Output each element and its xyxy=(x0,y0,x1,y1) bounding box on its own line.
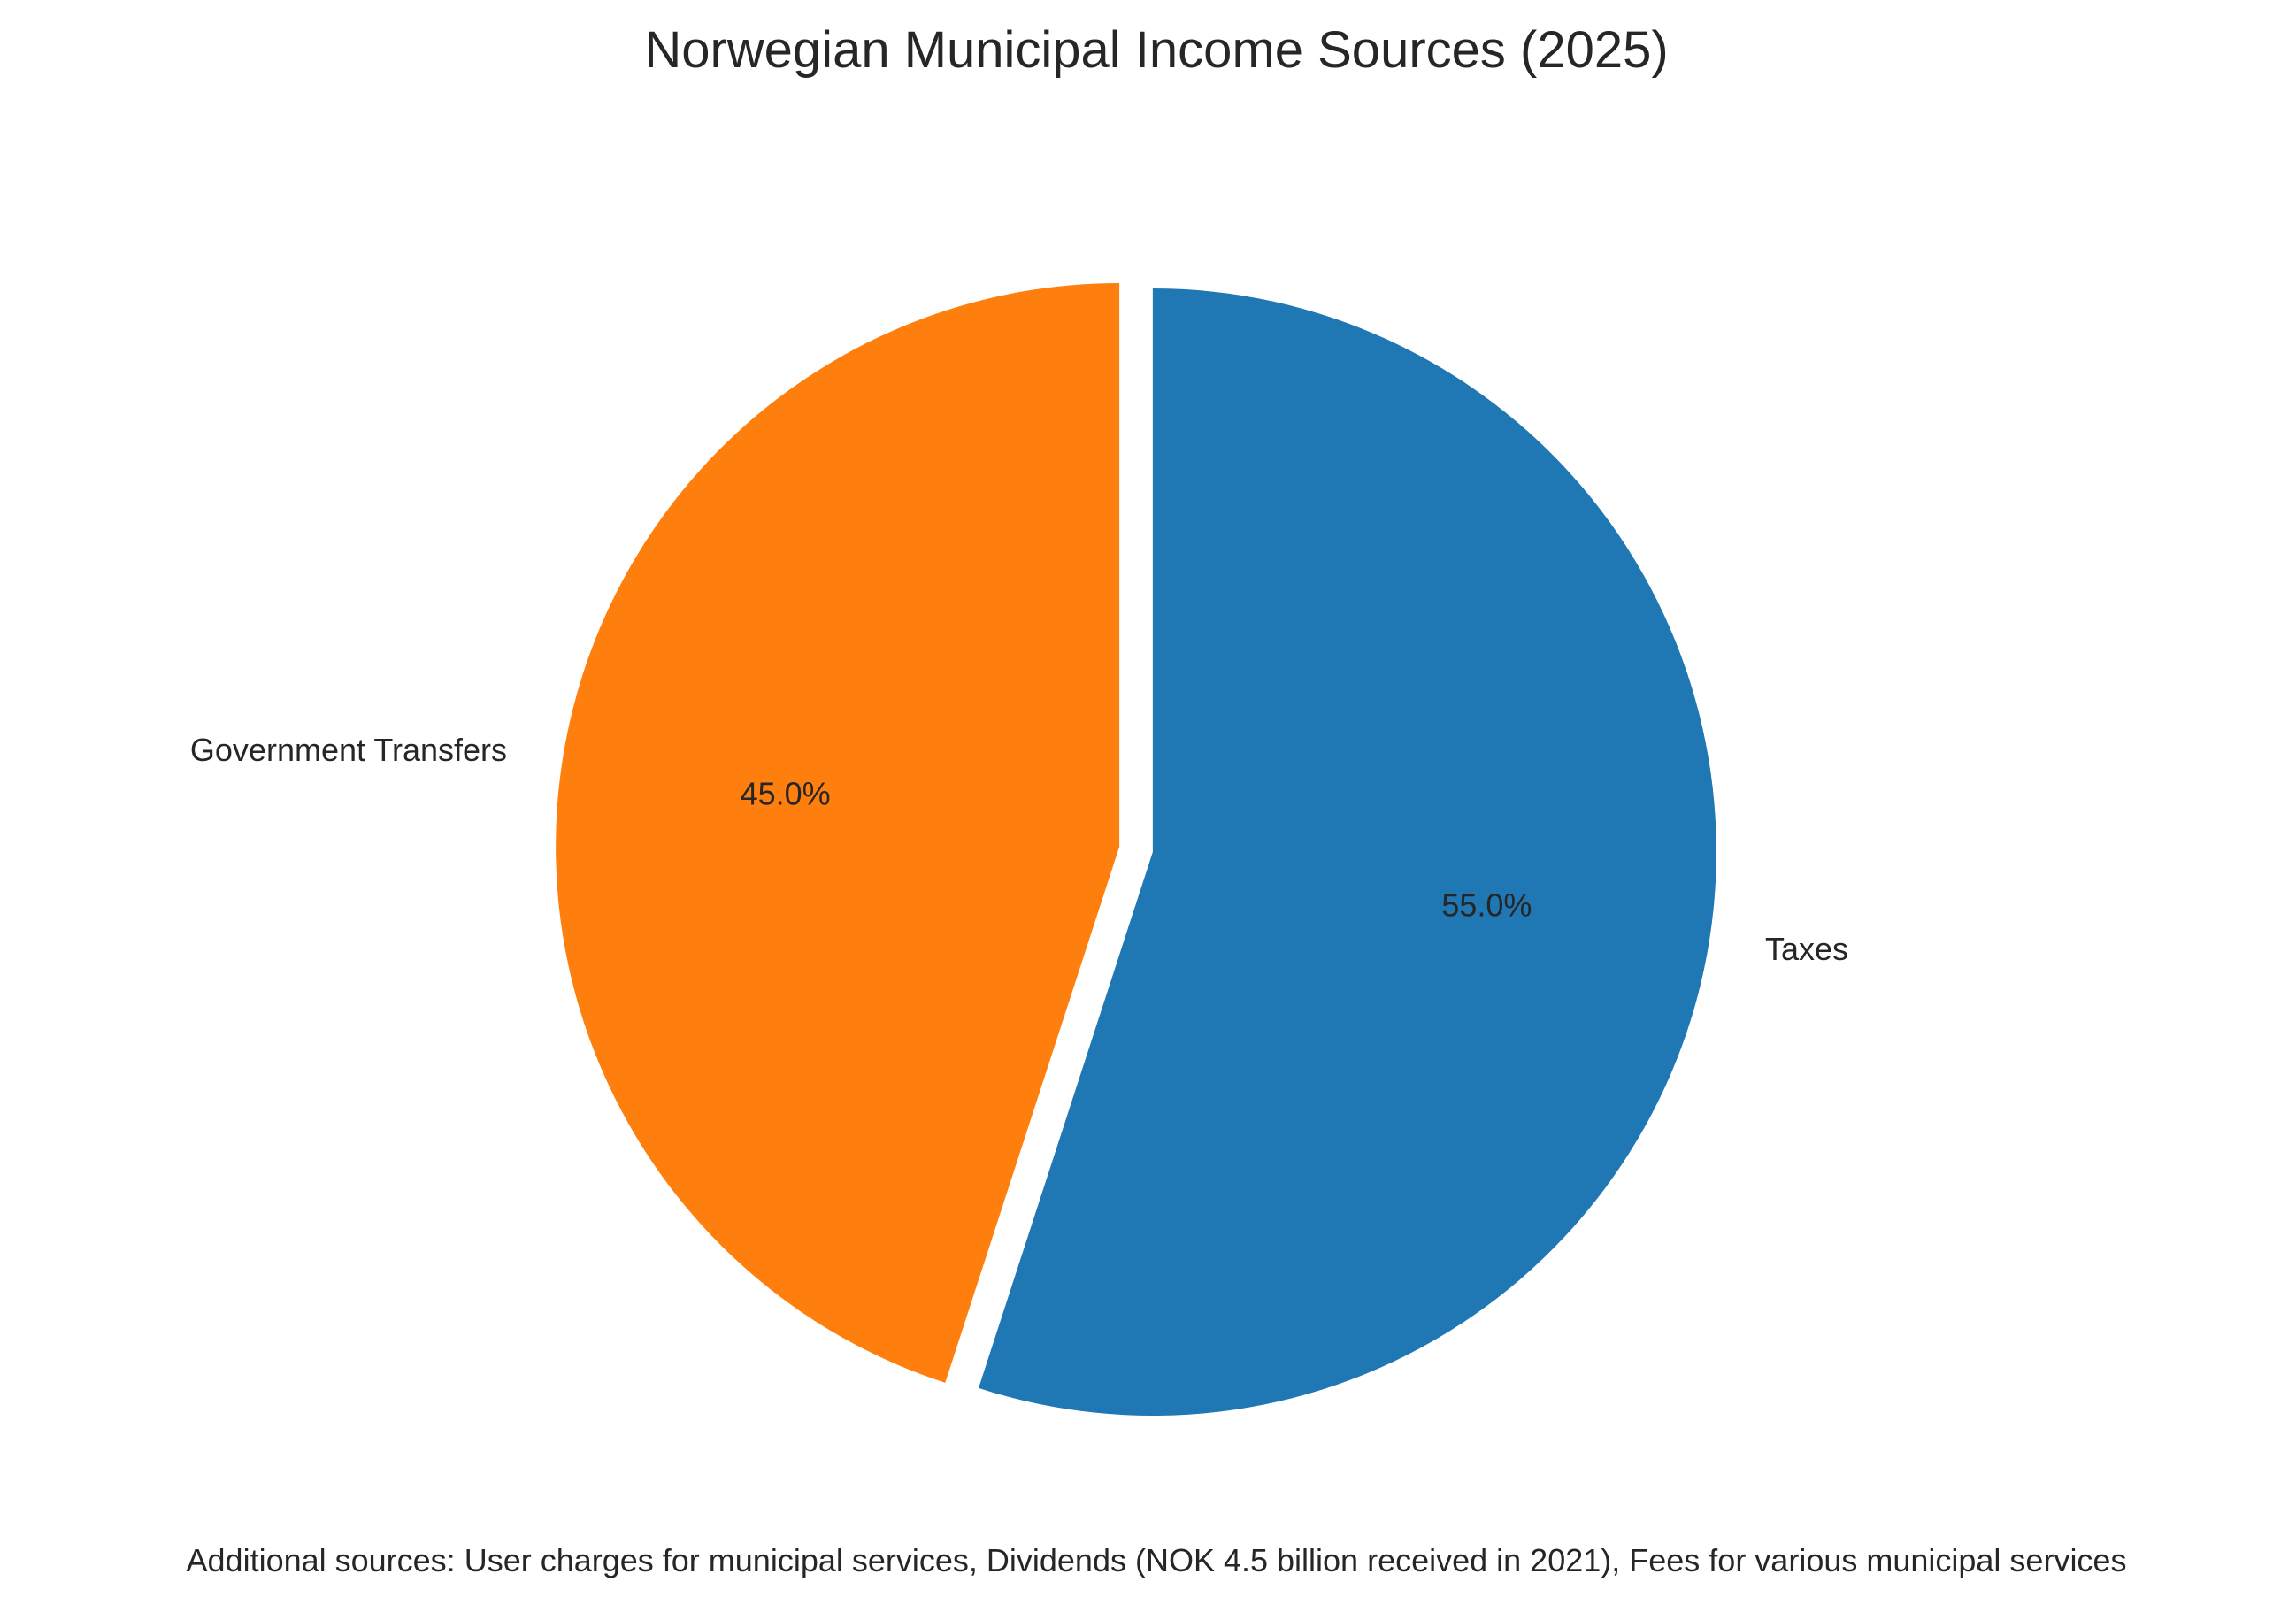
pie-slice-taxes xyxy=(979,288,1716,1416)
pie-percent-label: 45.0% xyxy=(741,776,831,812)
additional-sources-note: Additional sources: User charges for mun… xyxy=(187,1542,2127,1578)
pie-labels: 55.0% Taxes 45.0% Government Transfers xyxy=(190,732,1848,967)
pie-slice-government-transfers xyxy=(556,283,1120,1383)
pie-category-label: Government Transfers xyxy=(190,732,507,768)
pie-percent-label: 55.0% xyxy=(1441,887,1532,923)
pie-slices xyxy=(556,283,1716,1416)
chart-title: Norwegian Municipal Income Sources (2025… xyxy=(644,21,1668,79)
pie-category-label: Taxes xyxy=(1765,931,1848,967)
